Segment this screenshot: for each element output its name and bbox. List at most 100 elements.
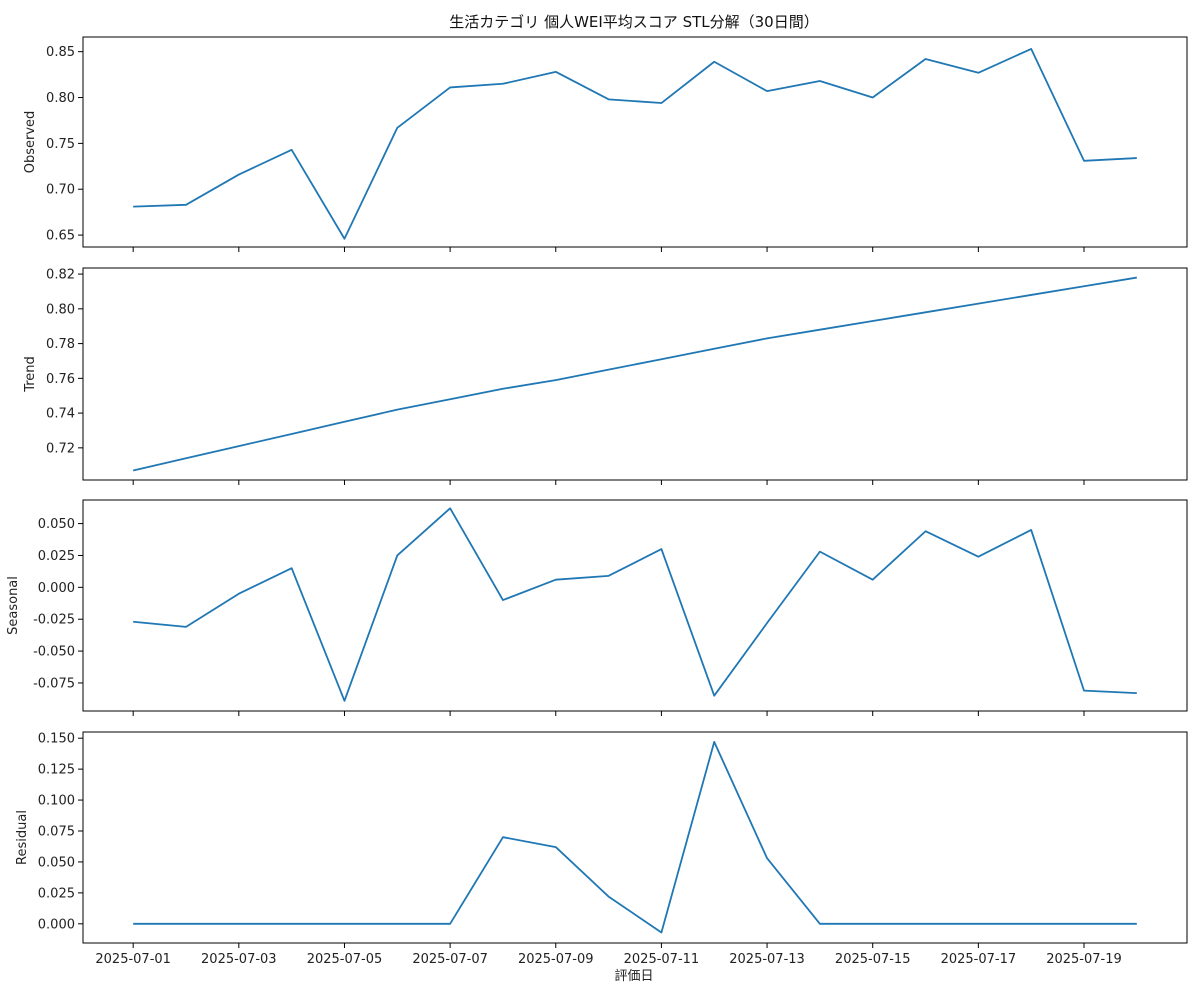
data-point — [555, 379, 557, 381]
data-point — [608, 98, 610, 100]
series-line-trend — [132, 276, 1137, 472]
data-point — [872, 579, 874, 581]
data-point — [713, 348, 715, 350]
x-tick-label: 2025-07-17 — [941, 952, 1017, 967]
data-point — [291, 149, 293, 151]
data-point — [238, 593, 240, 595]
y-tick-label: 0.70 — [46, 183, 75, 198]
data-point — [608, 369, 610, 371]
data-point — [608, 575, 610, 577]
data-point — [660, 931, 662, 933]
y-tick-label: 0.000 — [38, 917, 75, 932]
y-tick-label: 0.025 — [38, 549, 75, 564]
panel-trend: 0.72 0.74 0.76 0.78 0.80 0.82 Trend — [23, 267, 1188, 485]
data-point — [819, 923, 821, 925]
data-point — [343, 700, 345, 702]
data-point — [502, 836, 504, 838]
y-tick-label: 0.000 — [38, 581, 75, 596]
x-tick-label: 2025-07-11 — [624, 952, 700, 967]
y-tick-label: 0.100 — [38, 794, 75, 809]
y-tick-label: 0.65 — [46, 229, 75, 244]
data-point — [396, 923, 398, 925]
data-point — [1136, 923, 1138, 925]
panel-observed: 0.65 0.70 0.75 0.80 0.85 Observed — [23, 36, 1188, 252]
data-point — [1083, 285, 1085, 287]
y-axis-label: Residual — [15, 810, 30, 865]
data-point — [766, 622, 768, 624]
data-point — [449, 923, 451, 925]
y-tick-label: 0.75 — [46, 137, 75, 152]
data-point — [925, 530, 927, 532]
data-point — [819, 551, 821, 553]
x-tick-label: 2025-07-19 — [1046, 952, 1122, 967]
data-point — [396, 127, 398, 129]
y-tick-label: 0.050 — [38, 855, 75, 870]
x-tick-label: 2025-07-01 — [95, 952, 171, 967]
y-tick-label: 0.76 — [46, 372, 75, 387]
data-point — [185, 457, 187, 459]
data-point — [1136, 692, 1138, 694]
data-point — [555, 846, 557, 848]
plot-frame — [82, 36, 1188, 248]
data-point — [396, 554, 398, 556]
data-point — [185, 626, 187, 628]
x-axis-label: 評価日 — [614, 969, 653, 984]
data-point — [1030, 923, 1032, 925]
y-tick-label: 0.74 — [46, 407, 75, 422]
data-point — [449, 86, 451, 88]
data-point — [132, 206, 134, 208]
plot-frame — [82, 499, 1188, 712]
data-point — [660, 102, 662, 104]
data-point — [766, 337, 768, 339]
y-tick-label: -0.050 — [33, 645, 75, 660]
data-point — [396, 409, 398, 411]
data-point — [713, 695, 715, 697]
y-tick-label: 0.150 — [38, 732, 75, 747]
data-point — [502, 388, 504, 390]
data-point — [291, 567, 293, 569]
data-point — [1083, 690, 1085, 692]
y-tick-label: 0.78 — [46, 337, 75, 352]
data-point — [1083, 923, 1085, 925]
data-point — [977, 556, 979, 558]
data-point — [185, 923, 187, 925]
data-point — [555, 71, 557, 73]
y-axis-label: Observed — [23, 111, 38, 174]
data-point — [608, 896, 610, 898]
data-point — [1083, 160, 1085, 162]
data-point — [766, 857, 768, 859]
data-point — [925, 311, 927, 313]
data-point — [977, 923, 979, 925]
data-point — [502, 599, 504, 601]
panel-residual: 0.000 0.025 0.050 0.075 0.100 0.125 0.150 Resid… — [15, 731, 1188, 948]
data-point — [766, 90, 768, 92]
data-point — [977, 72, 979, 74]
data-point — [819, 329, 821, 331]
data-point — [1136, 277, 1138, 279]
data-point — [713, 61, 715, 63]
data-point — [291, 433, 293, 435]
data-point — [872, 923, 874, 925]
y-tick-label: 0.72 — [46, 441, 75, 456]
data-point — [449, 507, 451, 509]
y-tick-label: -0.075 — [33, 676, 75, 691]
data-point — [343, 238, 345, 240]
y-tick-label: -0.025 — [33, 613, 75, 628]
data-point — [1030, 529, 1032, 531]
y-tick-label: 0.80 — [46, 302, 75, 317]
plot-frame — [82, 267, 1188, 481]
data-point — [185, 204, 187, 206]
data-point — [343, 421, 345, 423]
plot-frame — [82, 731, 1188, 944]
data-point — [819, 80, 821, 82]
series-line-residual — [133, 741, 1137, 934]
data-point — [449, 398, 451, 400]
x-tick-label: 2025-07-09 — [518, 952, 594, 967]
data-point — [660, 548, 662, 550]
data-point — [925, 923, 927, 925]
series-line-seasonal — [133, 507, 1137, 702]
data-point — [343, 923, 345, 925]
y-tick-label: 0.80 — [46, 91, 75, 106]
data-point — [238, 445, 240, 447]
